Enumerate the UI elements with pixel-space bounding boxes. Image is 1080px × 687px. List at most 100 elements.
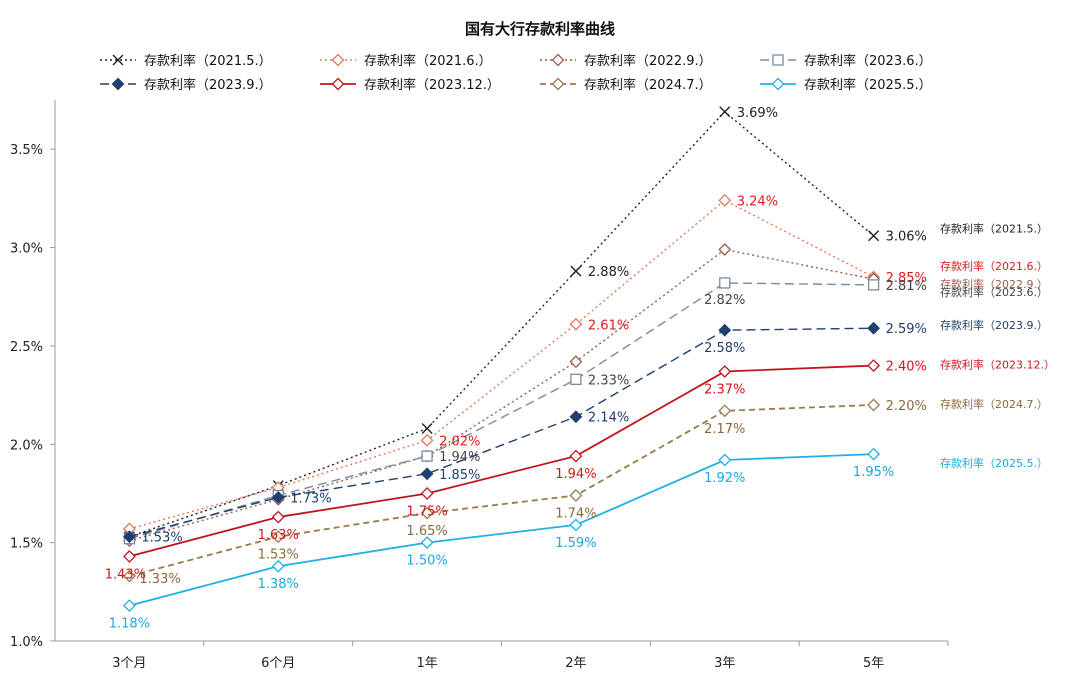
legend-label: 存款利率（2023.6.） (804, 53, 932, 69)
series-line (129, 364, 874, 558)
legend-label: 存款利率（2023.12.） (364, 77, 500, 93)
data-label: 1.38% (258, 577, 299, 592)
legend-swatch-marker (772, 54, 784, 66)
legend-item-8: 存款利率（2025.5.） (760, 77, 932, 93)
legend-label: 存款利率（2021.6.） (364, 53, 492, 69)
data-label: 2.59% (886, 322, 927, 337)
y-tick-label: 2.0% (10, 438, 43, 453)
y-tick-label: 3.5% (10, 143, 43, 158)
series-line (129, 248, 874, 542)
y-tick-label: 1.0% (10, 635, 43, 650)
data-point (271, 559, 285, 573)
data-point (122, 549, 136, 563)
data-label: 1.75% (406, 504, 447, 519)
series-line (129, 110, 875, 538)
legend-item-1: 存款利率（2021.5.） (100, 53, 272, 69)
data-label: 1.95% (853, 465, 894, 480)
data-point (718, 404, 732, 418)
data-label: 3.69% (737, 106, 778, 121)
legend-item-7: 存款利率（2024.7.） (540, 77, 712, 93)
data-label: 1.59% (555, 536, 596, 551)
data-point (420, 433, 434, 447)
data-label: 2.85% (886, 271, 927, 286)
data-point (420, 536, 434, 550)
data-label: 2.40% (886, 360, 927, 375)
legend-swatch-marker (771, 77, 785, 91)
series-1 (123, 106, 880, 543)
data-point (421, 423, 433, 435)
legend-swatch-marker (112, 54, 124, 66)
data-label: 1.73% (290, 491, 331, 506)
series-3 (122, 243, 881, 548)
series-7 (122, 398, 881, 583)
data-label: 2.37% (704, 382, 745, 397)
legend-item-2: 存款利率（2021.6.） (320, 53, 492, 69)
data-point (420, 506, 434, 520)
data-label: 2.82% (704, 293, 745, 308)
data-point (719, 277, 731, 289)
data-point (569, 317, 583, 331)
data-point (867, 398, 881, 412)
legend-item-5: 存款利率（2023.9.） (100, 77, 272, 93)
series-5 (122, 321, 881, 544)
data-label: 1.85% (439, 468, 480, 483)
data-point (569, 410, 583, 424)
series-line (129, 453, 874, 607)
data-point (867, 447, 881, 461)
data-label: 2.14% (588, 411, 629, 426)
series-group (122, 106, 881, 613)
data-label: 2.88% (588, 265, 629, 280)
data-point (122, 530, 136, 544)
data-label: 1.63% (258, 528, 299, 543)
data-point (868, 230, 880, 242)
data-point (569, 449, 583, 463)
data-label: 3.24% (737, 194, 778, 209)
data-label: 2.81% (886, 279, 927, 294)
data-point (867, 359, 881, 373)
legend-label: 存款利率（2024.7.） (584, 77, 712, 93)
y-tick-label: 2.5% (10, 340, 43, 355)
data-label: 1.53% (141, 531, 182, 546)
x-tick-label: 5年 (863, 656, 884, 671)
y-tick-label: 3.0% (10, 242, 43, 257)
legend-label: 存款利率（2025.5.） (804, 77, 932, 93)
data-label: 1.65% (406, 524, 447, 539)
data-label: 1.92% (704, 471, 745, 486)
legend-swatch-marker (551, 77, 565, 91)
legend-swatch-marker (111, 77, 125, 91)
legend: 存款利率（2021.5.） 存款利率（2021.6.） 存款利率（2022.9.） 存… (100, 53, 932, 93)
data-point (718, 453, 732, 467)
data-label: 1.18% (109, 617, 150, 632)
series-end-label: 存款利率（2022.9.） (940, 277, 1048, 291)
x-tick-label: 3个月 (112, 656, 146, 671)
data-point (420, 487, 434, 500)
data-point (570, 265, 582, 277)
series-end-label: 存款利率（2023.6.） (940, 285, 1048, 299)
legend-item-6: 存款利率（2023.12.） (320, 77, 500, 93)
series-line (129, 404, 874, 577)
legend-label: 存款利率（2022.9.） (584, 53, 712, 69)
series-2 (122, 193, 881, 536)
data-point (122, 599, 136, 613)
x-tick-label: 1年 (416, 656, 437, 671)
data-label: 2.58% (704, 341, 745, 356)
axes: 1.0% 1.5% 2.0% 2.5% 3.0% 3.5% 3个月 6个月 1年 2年 3年 5年 (10, 100, 949, 671)
series-end-label: 存款利率（2023.12.） (940, 358, 1055, 372)
data-label: 2.61% (588, 318, 629, 333)
series-end-label: 存款利率（2025.5.） (940, 456, 1048, 470)
data-point (867, 321, 881, 335)
series-8 (122, 447, 881, 613)
x-tick-label: 3年 (714, 656, 735, 671)
series-end-label: 存款利率（2021.6.） (940, 259, 1048, 273)
legend-label: 存款利率（2023.9.） (144, 77, 272, 93)
legend-swatch-marker (331, 77, 345, 91)
data-label: 1.74% (555, 506, 596, 521)
series-end-label: 存款利率（2021.5.） (940, 222, 1048, 236)
legend-item-3: 存款利率（2022.9.） (540, 53, 712, 69)
data-label: 1.94% (555, 467, 596, 482)
data-label: 1.33% (139, 572, 180, 587)
data-point (420, 467, 434, 481)
legend-item-4: 存款利率（2023.6.） (760, 53, 932, 69)
data-label: 2.02% (439, 434, 480, 449)
